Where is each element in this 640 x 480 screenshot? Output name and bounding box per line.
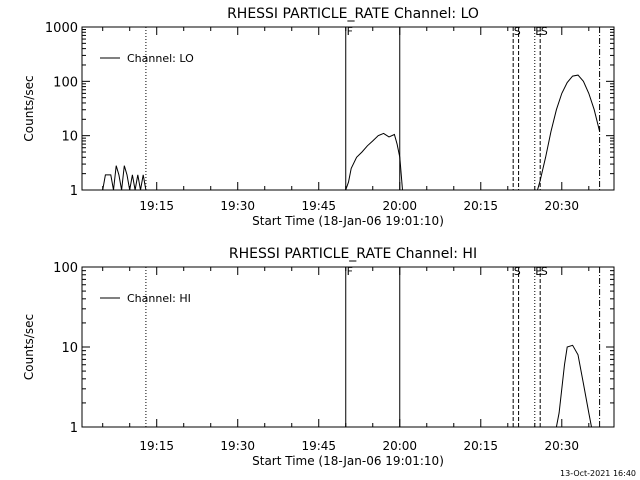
y-tick-label: 10 (61, 341, 78, 356)
y-axis-label: Counts/sec (22, 75, 36, 141)
chart-title: RHESSI PARTICLE_RATE Channel: LO (227, 6, 479, 22)
y-tick-label: 100 (53, 75, 78, 90)
event-marker-label: S (514, 265, 521, 278)
x-tick-label: 20:15 (463, 199, 498, 213)
event-marker-label: S (541, 25, 548, 38)
event-marker-label: F (347, 265, 353, 278)
event-marker-label: F (347, 25, 353, 38)
series-line (345, 132, 403, 191)
x-axis-label: Start Time (18-Jan-06 19:01:10) (252, 214, 444, 228)
event-marker-label: S (514, 25, 521, 38)
event-marker-label: S (541, 265, 548, 278)
x-tick-label: 19:15 (139, 439, 174, 453)
x-tick-label: 20:00 (382, 199, 417, 213)
plot-frame (81, 26, 615, 191)
event-marker-label: E (535, 265, 542, 278)
series-line (102, 165, 147, 191)
y-tick-label: 1 (70, 421, 78, 436)
y-axis-label: Counts/sec (22, 314, 36, 380)
x-axis-label: Start Time (18-Jan-06 19:01:10) (252, 454, 444, 468)
legend-label: Channel: HI (127, 292, 191, 305)
x-tick-label: 19:30 (220, 439, 255, 453)
chart-title: RHESSI PARTICLE_RATE Channel: HI (229, 246, 477, 262)
y-tick-label: 1000 (45, 21, 78, 36)
x-tick-label: 19:45 (301, 439, 336, 453)
x-tick-label: 20:00 (382, 439, 417, 453)
series-line (537, 74, 601, 191)
x-tick-label: 20:30 (544, 439, 579, 453)
y-tick-label: 10 (61, 130, 78, 145)
footer-timestamp: 13-Oct-2021 16:40 (560, 469, 636, 478)
x-tick-label: 20:30 (544, 199, 579, 213)
plot-frame (81, 266, 615, 428)
x-tick-label: 20:15 (463, 439, 498, 453)
y-tick-label: 1 (70, 184, 78, 199)
x-tick-label: 19:15 (139, 199, 174, 213)
x-tick-label: 19:30 (220, 199, 255, 213)
legend-label: Channel: LO (127, 52, 194, 65)
y-tick-label: 100 (53, 261, 78, 276)
series-line (555, 344, 592, 428)
event-marker-label: E (535, 25, 542, 38)
x-tick-label: 19:45 (301, 199, 336, 213)
